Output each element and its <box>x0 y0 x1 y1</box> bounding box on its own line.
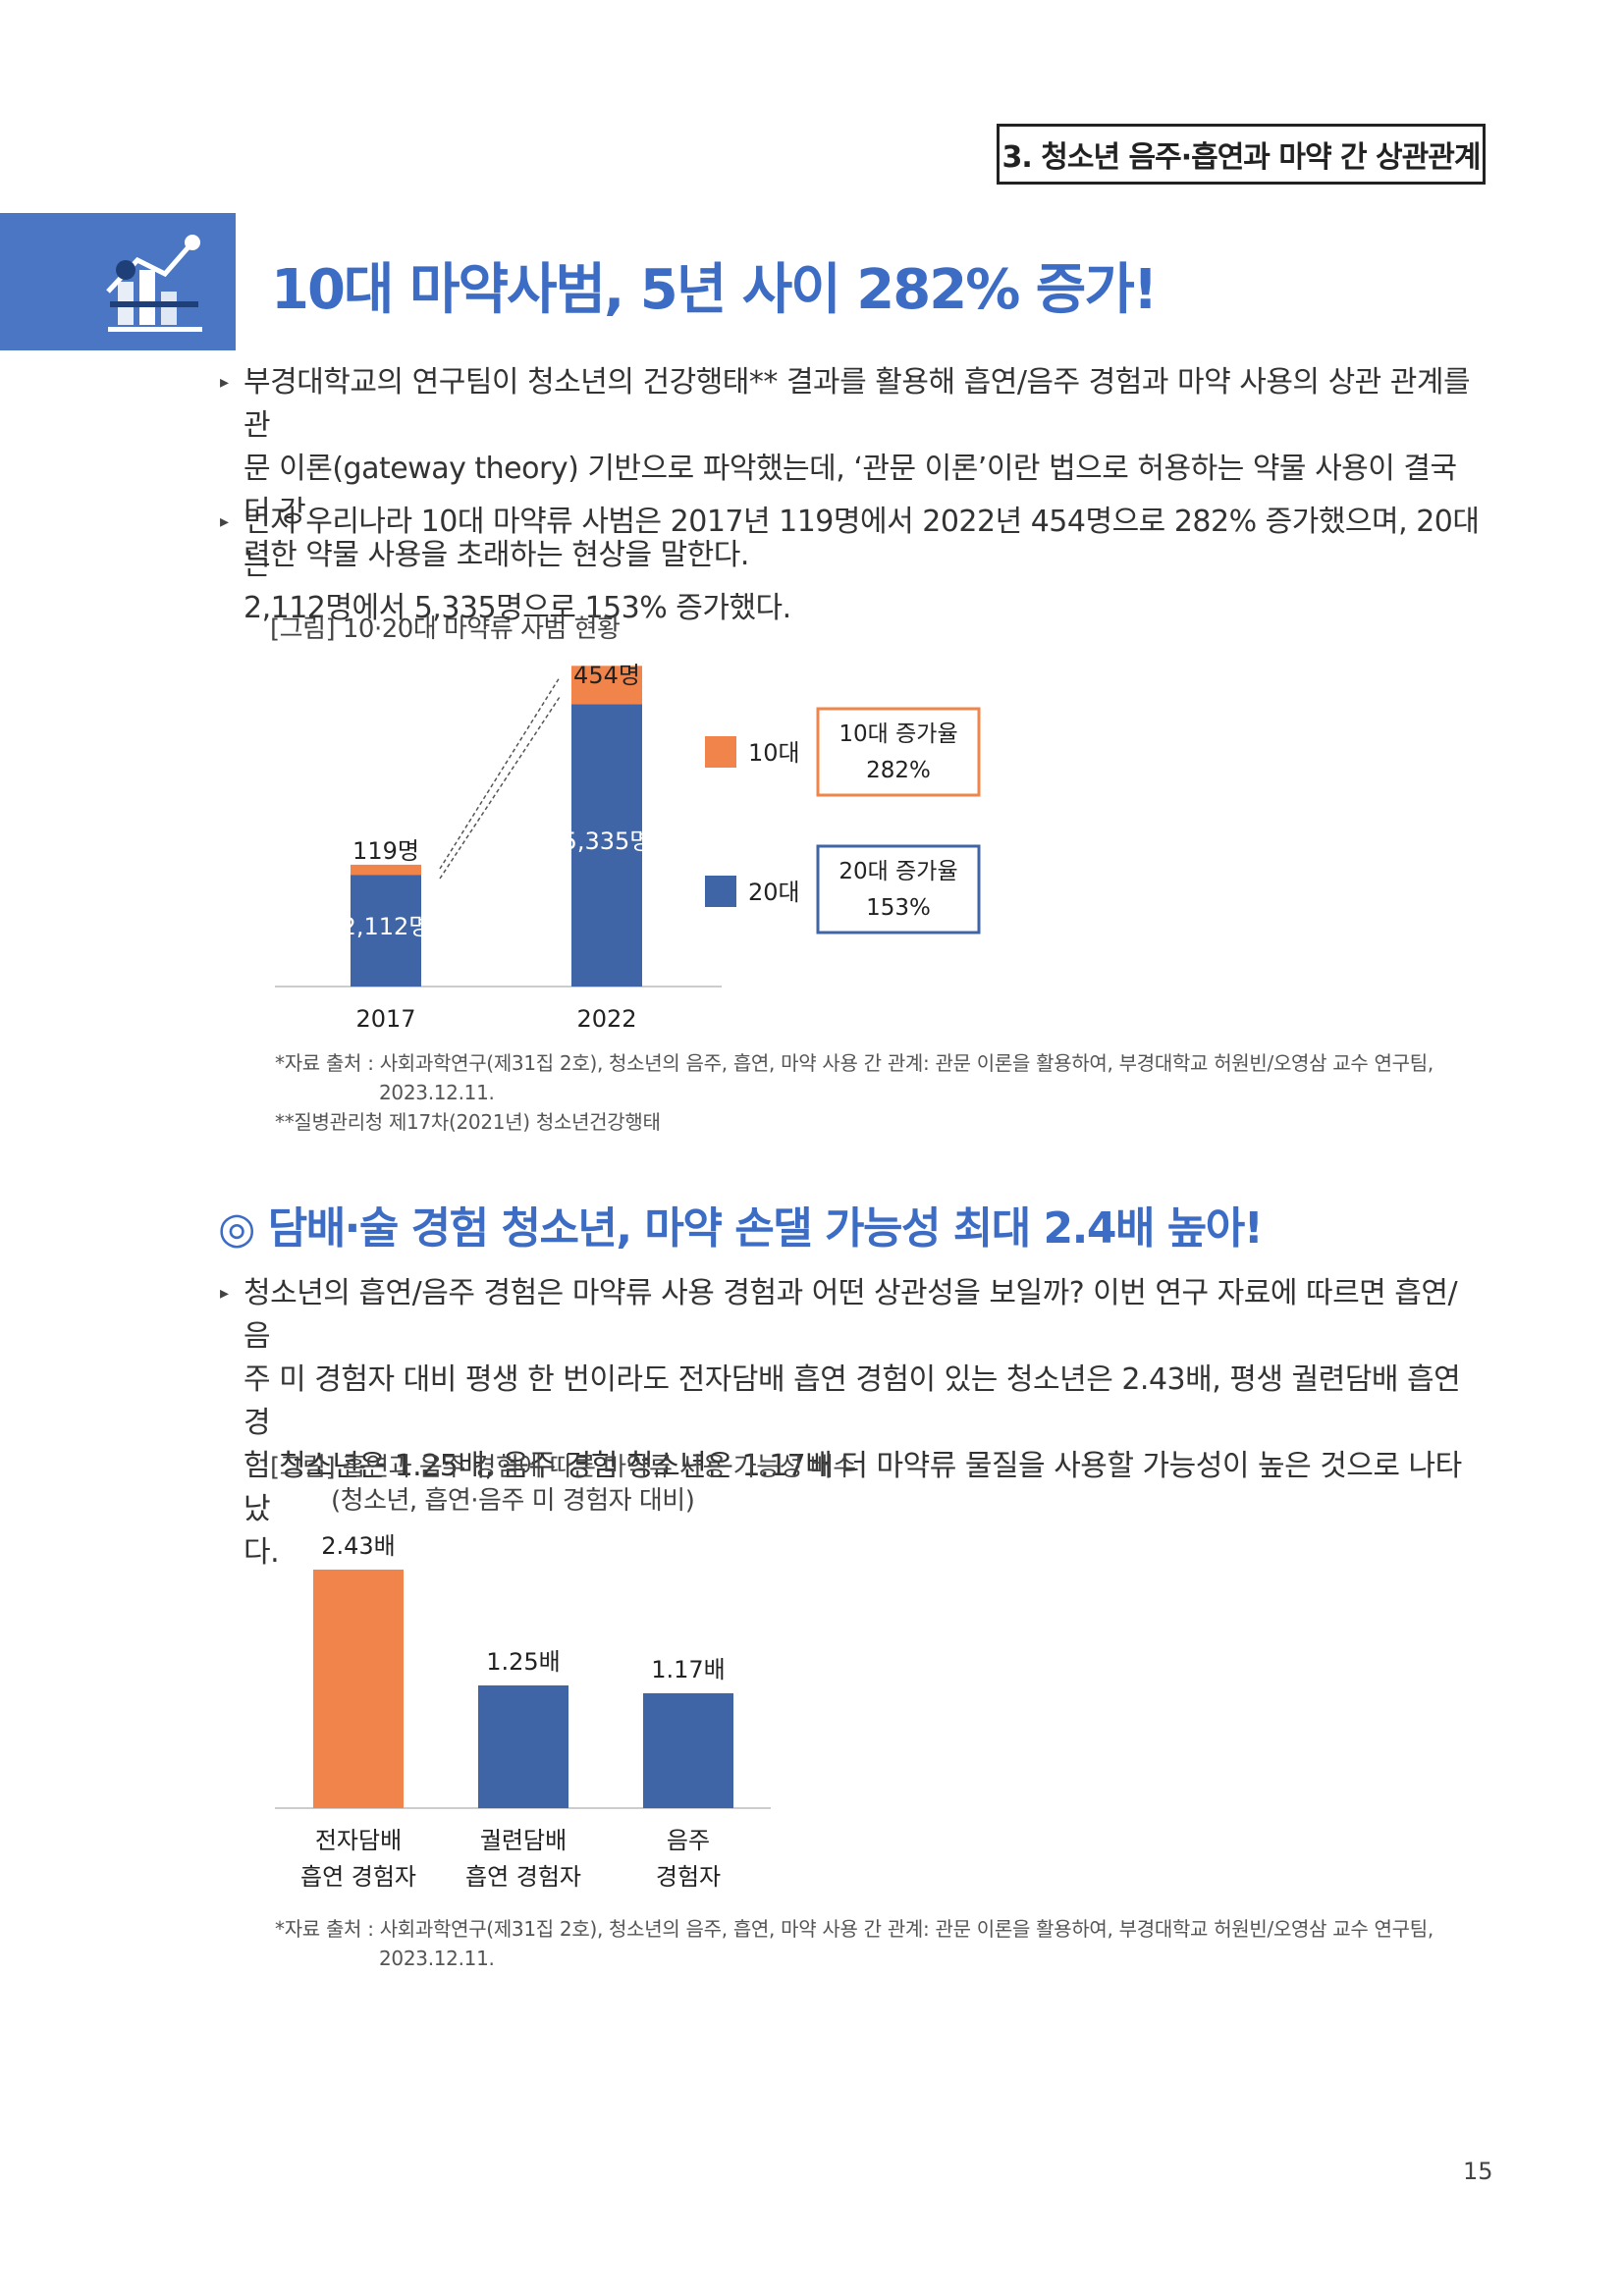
source-line: *자료 출처 : 사회과학연구(제31집 2호), 청소년의 음주, 흡연, 마… <box>275 1917 1434 1941</box>
data-label-alcohol: 1.17배 <box>651 1656 726 1683</box>
x-tick-e-cigarette: 전자담배 <box>315 1827 402 1854</box>
data-label-2017-20s: 2,112명 <box>342 913 431 940</box>
data-label-2017-10s: 119명 <box>352 837 419 865</box>
bar-2017-10s <box>351 864 421 876</box>
text-line: 청소년의 흡연/음주 경험은 마약류 사용 경험과 어떤 상관성을 보일까? 이… <box>243 1276 1458 1354</box>
text-line: 다. <box>243 1535 280 1570</box>
x-tick-alcohol-2: 경험자 <box>656 1863 721 1891</box>
text-line: 문 이론(gateway theory) 기반으로 파악했는데, ‘관문 이론’… <box>243 452 1457 529</box>
text-line: 2,112명에서 5,335명으로 153% 증가했다. <box>243 591 791 625</box>
section2-bullet-1: ▸ 청소년의 흡연/음주 경험은 마약류 사용 경험과 어떤 상관성을 보일까?… <box>220 1272 1481 1575</box>
source-line: 2023.12.11. <box>379 1947 495 1970</box>
bar-alcohol <box>643 1693 733 1808</box>
bar-2022-10s <box>571 666 642 705</box>
connector-line <box>439 696 561 880</box>
x-tick-cigarette-2: 흡연 경험자 <box>465 1863 581 1891</box>
x-tick-cigarette: 궐련담배 <box>480 1827 567 1854</box>
section-icon-block <box>0 213 236 350</box>
text-line: 부경대학교의 연구팀이 청소년의 건강행태** 결과를 활용해 흡연/음주 경험… <box>243 365 1471 443</box>
section1-source: *자료 출처 : 사회과학연구(제31집 2호), 청소년의 음주, 흡연, 마… <box>275 1048 1492 1137</box>
callout-10s-value: 282% <box>866 758 931 783</box>
bullet-marker-icon: ▸ <box>220 1283 229 1304</box>
section1-bullet-1: ▸ 부경대학교의 연구팀이 청소년의 건강행태** 결과를 활용해 흡연/음주 … <box>220 361 1481 577</box>
x-tick-e-cigarette-2: 흡연 경험자 <box>300 1863 416 1891</box>
caption-line: [그림] 흡연과 음주 경험에 따른 마약류 사용 가능성 배수 <box>270 1453 856 1482</box>
multiplier-bar-chart: 2.43배 1.25배 1.17배 전자담배 흡연 경험자 궐련담배 흡연 경험… <box>275 1532 771 1891</box>
callout-20s-box <box>816 844 981 934</box>
page-number: 15 <box>1463 2158 1493 2185</box>
bar-e-cigarette <box>313 1570 404 1808</box>
callout-20s-value: 153% <box>866 895 931 921</box>
data-label-e-cigarette: 2.43배 <box>321 1532 396 1560</box>
bullet-marker-icon: ▸ <box>220 372 229 393</box>
section2-title: ◎ 담배·술 경험 청소년, 마약 손댈 가능성 최대 2.4배 높아! <box>218 1203 1264 1254</box>
legend-label-20s: 20대 <box>748 879 800 906</box>
section2-source: *자료 출처 : 사회과학연구(제31집 2호), 청소년의 음주, 흡연, 마… <box>275 1914 1492 1973</box>
stacked-bar-chart: 119명 2,112명 454명 5,335명 2017 2022 10대 20… <box>275 662 981 1033</box>
source-line: 2023.12.11. <box>379 1081 495 1104</box>
caption-line: (청소년, 흡연·음주 미 경험자 대비) <box>331 1486 695 1516</box>
data-label-cigarette: 1.25배 <box>486 1648 561 1676</box>
bar-2017-20s <box>351 875 421 987</box>
text-line: 력한 약물 사용을 초래하는 현상을 말한다. <box>243 538 749 572</box>
text-line: 험 청소년은 1.25배, 음주 경험 청소년은 1.17배 더 마약류 물질을… <box>243 1449 1462 1526</box>
figure1-caption: [그림] 10·20대 마약류 사범 현황 <box>270 614 621 644</box>
x-tick-alcohol: 음주 <box>667 1827 710 1854</box>
section1-bullet-2: ▸ 먼저 우리나라 10대 마약류 사범은 2017년 119명에서 2022년… <box>220 501 1481 630</box>
connector-line <box>439 676 561 870</box>
source-line: *자료 출처 : 사회과학연구(제31집 2호), 청소년의 음주, 흡연, 마… <box>275 1051 1434 1075</box>
bullet-marker-icon: ▸ <box>220 511 229 532</box>
bar-cigarette <box>478 1685 568 1808</box>
data-label-2022-10s: 454명 <box>573 662 640 689</box>
bar-2022-20s <box>571 704 642 987</box>
legend-swatch-20s <box>705 876 736 907</box>
section1-title: 10대 마약사범, 5년 사이 282% 증가! <box>271 258 1158 322</box>
callout-10s-box <box>816 707 981 797</box>
figure2-caption: [그림] 흡연과 음주 경험에 따른 마약류 사용 가능성 배수 (청소년, 흡… <box>270 1451 856 1518</box>
callout-20s-label: 20대 증가율 <box>839 859 957 884</box>
text-line: 먼저 우리나라 10대 마약류 사범은 2017년 119명에서 2022년 4… <box>243 505 1480 582</box>
data-label-2022-20s: 5,335명 <box>563 828 652 855</box>
section-tag: 3. 청소년 음주·흡연과 마약 간 상관관계 <box>997 124 1486 185</box>
x-tick-2022: 2022 <box>576 1005 636 1033</box>
legend-swatch-10s <box>705 736 736 768</box>
text-line: 주 미 경험자 대비 평생 한 번이라도 전자담배 흡연 경험이 있는 청소년은… <box>243 1362 1461 1440</box>
callout-10s-label: 10대 증가율 <box>839 721 957 747</box>
chart-person-icon <box>106 235 202 332</box>
x-tick-2017: 2017 <box>355 1005 415 1033</box>
source-line: **질병관리청 제17차(2021년) 청소년건강행태 <box>275 1110 661 1134</box>
legend-label-10s: 10대 <box>748 739 800 767</box>
